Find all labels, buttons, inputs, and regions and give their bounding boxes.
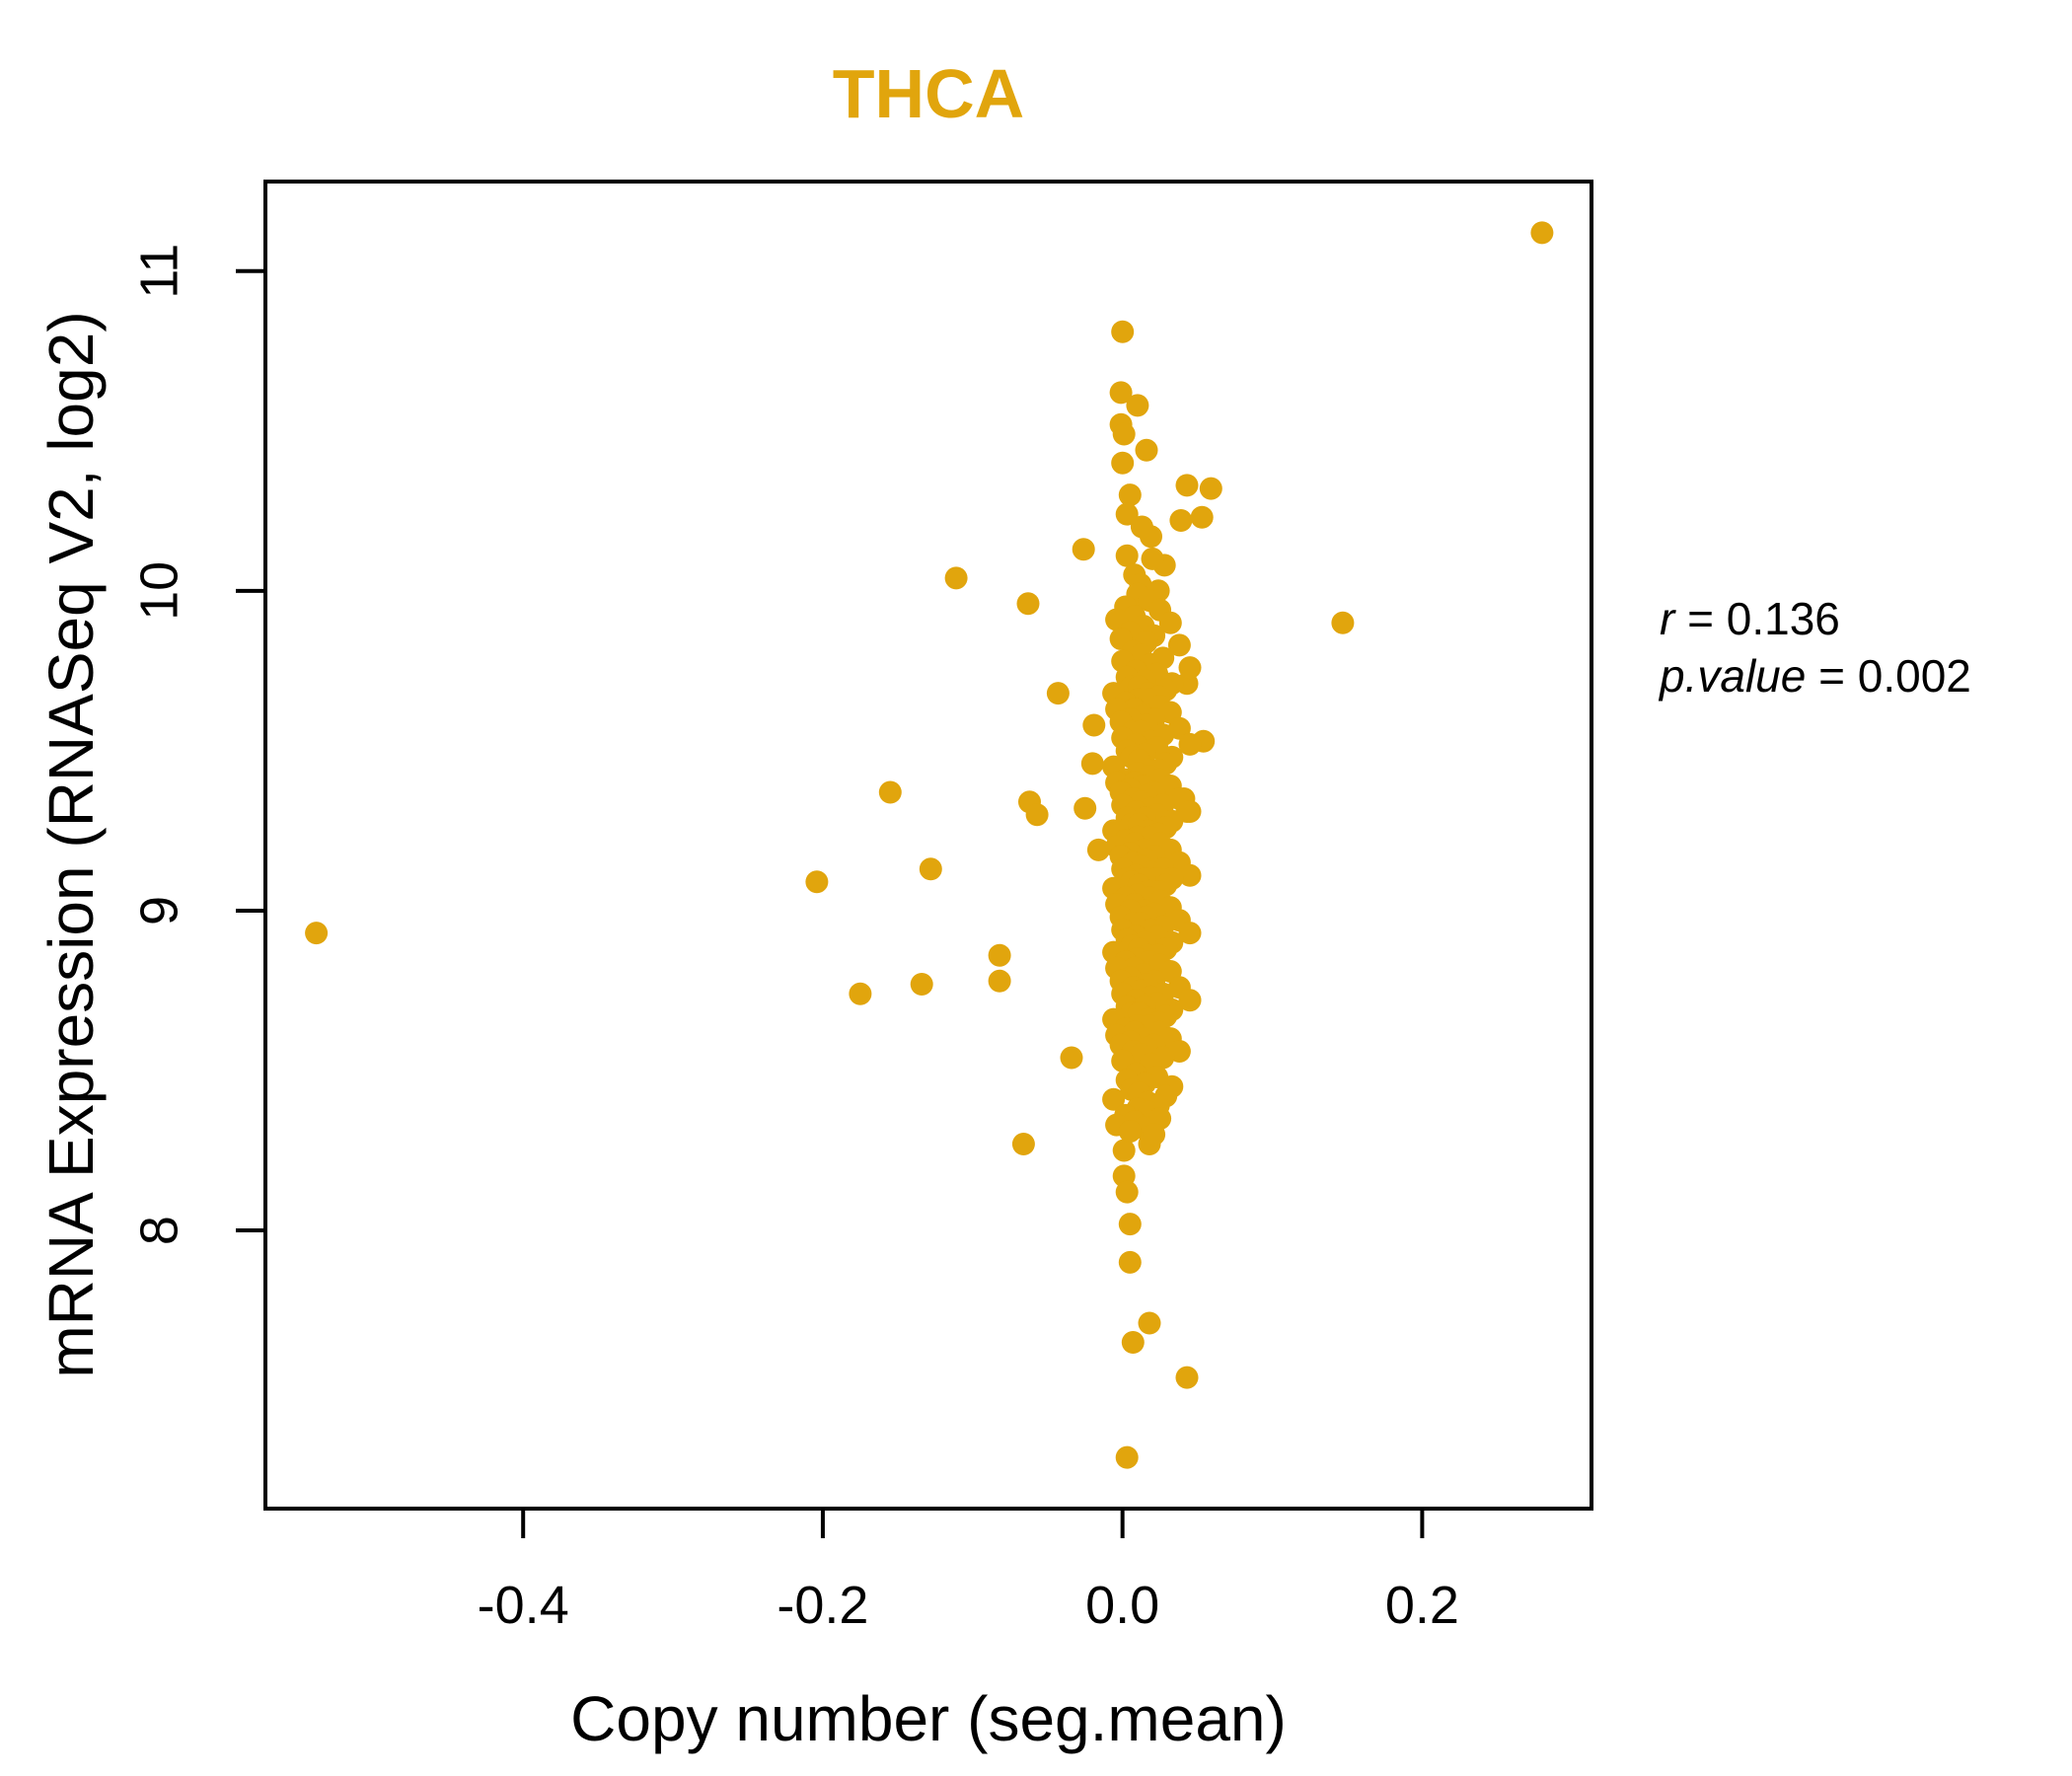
p-value: = 0.002 bbox=[1806, 650, 1971, 702]
data-point bbox=[1115, 1180, 1139, 1204]
data-point bbox=[1130, 515, 1153, 539]
data-point bbox=[1118, 483, 1142, 507]
data-point bbox=[1178, 863, 1202, 887]
data-point bbox=[1118, 1213, 1142, 1236]
data-point bbox=[1178, 800, 1202, 823]
r-value: = 0.136 bbox=[1674, 593, 1840, 644]
data-point bbox=[1178, 989, 1202, 1012]
data-point bbox=[1046, 682, 1070, 705]
data-point bbox=[1141, 547, 1164, 570]
data-point bbox=[1102, 1087, 1126, 1111]
data-point bbox=[1112, 1139, 1136, 1162]
data-point bbox=[1138, 1311, 1161, 1335]
data-point bbox=[1073, 796, 1097, 820]
data-point bbox=[1086, 838, 1110, 861]
data-point bbox=[305, 922, 329, 945]
data-point bbox=[805, 870, 829, 894]
data-point bbox=[1143, 1123, 1166, 1147]
data-point bbox=[1167, 633, 1191, 657]
data-point bbox=[1331, 611, 1355, 634]
data-point bbox=[1121, 1331, 1145, 1354]
data-point bbox=[1082, 713, 1106, 737]
data-point bbox=[1115, 502, 1139, 526]
plot-box bbox=[263, 180, 1593, 1511]
data-point bbox=[1025, 803, 1049, 827]
y-axis-title: mRNA Expression (RNASeq V2, log2) bbox=[36, 311, 107, 1378]
y-tick-label: 9 bbox=[129, 896, 188, 925]
data-point bbox=[849, 982, 872, 1005]
r-symbol: r bbox=[1660, 593, 1675, 644]
x-axis-title: Copy number (seg.mean) bbox=[570, 1683, 1287, 1754]
x-tick-label: 0.2 bbox=[1385, 1576, 1459, 1635]
correlation-line: r = 0.136 bbox=[1660, 590, 1971, 647]
data-point bbox=[1118, 1120, 1142, 1144]
data-point bbox=[910, 973, 933, 996]
y-tick-label: 8 bbox=[129, 1216, 188, 1245]
data-point bbox=[1072, 538, 1095, 561]
data-point bbox=[1111, 451, 1135, 475]
x-tick-label: -0.4 bbox=[478, 1576, 569, 1635]
data-point bbox=[1016, 592, 1040, 616]
data-point bbox=[1111, 320, 1135, 343]
data-point bbox=[1190, 505, 1214, 529]
data-point bbox=[1112, 422, 1136, 446]
y-tick-label: 10 bbox=[129, 561, 188, 621]
data-point bbox=[1135, 438, 1158, 462]
data-point bbox=[1178, 922, 1202, 945]
data-point bbox=[1178, 732, 1202, 756]
data-point bbox=[1118, 1250, 1142, 1274]
data-point bbox=[1115, 544, 1139, 567]
pvalue-line: p.value = 0.002 bbox=[1660, 647, 1971, 704]
data-point bbox=[1080, 752, 1104, 776]
data-point bbox=[1115, 1445, 1139, 1469]
data-point bbox=[1158, 611, 1182, 634]
data-point bbox=[878, 780, 902, 804]
data-point bbox=[988, 969, 1011, 993]
data-point bbox=[1530, 221, 1554, 245]
data-point bbox=[1178, 656, 1202, 680]
y-tick-label: 11 bbox=[129, 244, 188, 299]
data-point bbox=[1109, 381, 1133, 405]
data-point bbox=[1169, 509, 1193, 532]
data-point bbox=[919, 857, 942, 881]
chart-title: THCA bbox=[832, 55, 1025, 132]
data-point bbox=[1175, 474, 1199, 497]
data-point bbox=[944, 566, 968, 590]
stats-annotation: r = 0.136 p.value = 0.002 bbox=[1660, 590, 1971, 704]
data-point bbox=[1126, 394, 1149, 417]
p-symbol: p.value bbox=[1660, 650, 1807, 702]
x-tick-label: 0.0 bbox=[1085, 1576, 1159, 1635]
data-point bbox=[1175, 1366, 1199, 1389]
data-point bbox=[1199, 477, 1222, 500]
data-point bbox=[1060, 1046, 1083, 1070]
x-tick-label: -0.2 bbox=[777, 1576, 868, 1635]
data-point bbox=[988, 943, 1011, 967]
data-point bbox=[1011, 1133, 1035, 1155]
